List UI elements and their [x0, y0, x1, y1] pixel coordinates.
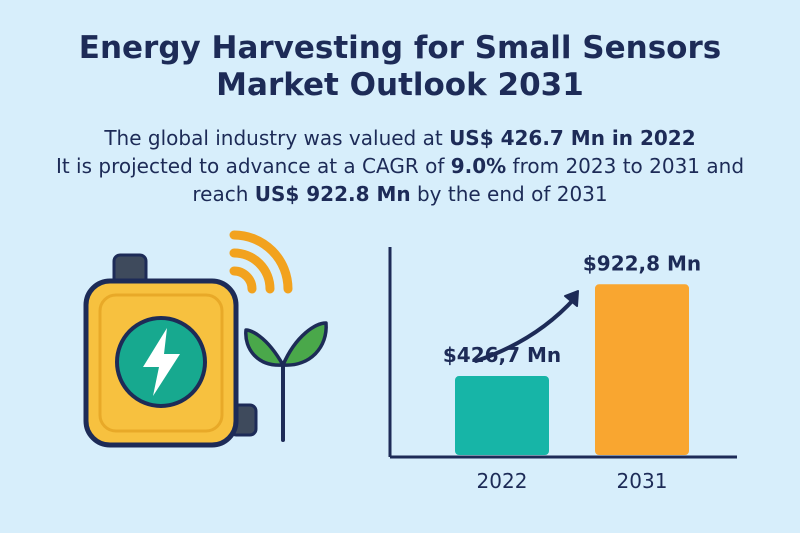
- bars-layer: $426,7 Mn 2022 $922,8 Mn 2031: [443, 251, 701, 493]
- summary-text: The global industry was valued at US$ 42…: [0, 124, 800, 208]
- sensor-illustration: [83, 230, 328, 448]
- summary-line-2-tail: from 2023 to 2031 and: [506, 154, 745, 178]
- bar-2031: [595, 284, 689, 455]
- summary-line-1-text: The global industry was valued at: [104, 126, 450, 150]
- page-title: Energy Harvesting for Small Sensors Mark…: [0, 30, 800, 104]
- data-label-2022: $426,7 Mn: [443, 343, 561, 367]
- title-line-1: Energy Harvesting for Small Sensors: [78, 30, 722, 66]
- summary-line-1-highlight: US$ 426.7 Mn in 2022: [449, 126, 696, 150]
- summary-line-2-highlight: 9.0%: [450, 154, 507, 178]
- title-line-2: Market Outlook 2031: [216, 67, 584, 103]
- bar-2022: [455, 376, 549, 455]
- summary-line-2-text: It is projected to advance at a CAGR of: [55, 154, 451, 178]
- summary-line-3-text: reach: [192, 182, 255, 206]
- data-label-2031: $922,8 Mn: [583, 251, 701, 275]
- wireless-signal-icon: [229, 230, 293, 294]
- x-tick-2031: 2031: [617, 469, 668, 493]
- x-tick-2022: 2022: [477, 469, 528, 493]
- bar-chart: $426,7 Mn 2022 $922,8 Mn 2031: [388, 247, 737, 493]
- sprout-icon: [244, 321, 328, 442]
- summary-line-1: The global industry was valued at US$ 42…: [0, 124, 800, 152]
- summary-line-3-tail: by the end of 2031: [410, 182, 608, 206]
- summary-line-3: reach US$ 922.8 Mn by the end of 2031: [0, 180, 800, 208]
- growth-arrow-icon: [474, 290, 579, 363]
- summary-line-3-highlight: US$ 922.8 Mn: [254, 182, 411, 206]
- lightning-bolt-icon: [115, 316, 207, 408]
- summary-line-2: It is projected to advance at a CAGR of …: [0, 152, 800, 180]
